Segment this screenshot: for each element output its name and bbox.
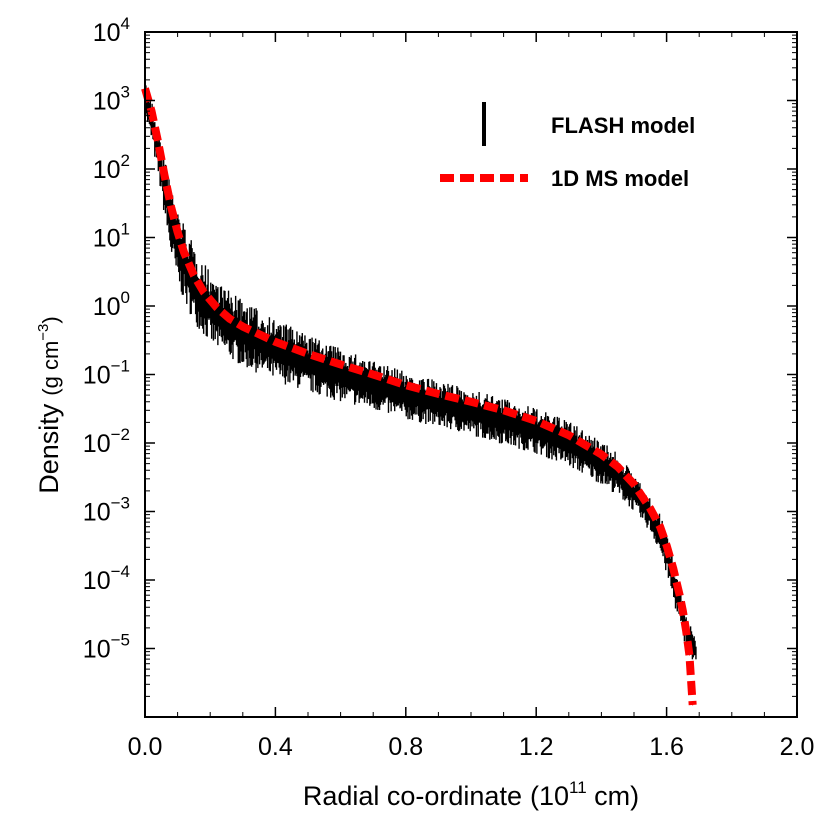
y-tick-label-exp: −1: [111, 357, 130, 376]
x-tick-label: 0.8: [388, 733, 423, 761]
ms-model-point: [685, 630, 687, 632]
ms-model-point: [503, 409, 505, 411]
ms-model-point: [666, 544, 668, 546]
y-tick-label-base: 10: [93, 293, 121, 321]
y-tick-label-exp: −5: [111, 631, 130, 650]
ms-model-point: [682, 610, 684, 612]
x-tick-label: 1.2: [519, 733, 554, 761]
ms-model-point: [535, 420, 537, 422]
ms-model-point: [568, 434, 570, 436]
ms-model-point: [633, 483, 635, 485]
ms-model-point: [216, 307, 218, 309]
y-tick-label-base: 10: [83, 636, 111, 664]
ms-model-point: [193, 274, 195, 276]
legend-ms-label: 1D MS model: [551, 166, 689, 191]
x-tick-label: 0.0: [128, 733, 163, 761]
x-tick-label: 0.4: [258, 733, 293, 761]
x-axis-label-unit-tail: cm): [587, 781, 639, 811]
y-tick-label-base: 10: [93, 225, 121, 253]
y-tick-label: 10−5: [83, 631, 130, 664]
ms-model-point: [600, 453, 602, 455]
ms-model-point: [242, 326, 244, 328]
x-tick-label: 1.6: [649, 733, 684, 761]
ms-model-point: [183, 252, 185, 254]
ms-model-point: [340, 363, 342, 365]
ms-model-series: [141, 87, 697, 706]
ms-model-point: [151, 110, 153, 112]
y-tick-label: 10−2: [83, 425, 130, 458]
y-tick-label-exp: 2: [121, 151, 130, 170]
ms-model-point: [679, 594, 681, 596]
ms-model-point: [164, 175, 166, 177]
ms-model-point: [470, 401, 472, 403]
plot-frame: [144, 31, 798, 718]
ms-model-point: [437, 393, 439, 395]
x-axis-label-unit: (10: [530, 781, 569, 811]
x-axis-label: Radial co-ordinate (1011 cm): [303, 778, 639, 811]
y-tick-label-exp: 4: [121, 14, 130, 33]
ms-model-point: [617, 466, 619, 468]
ms-model-point: [177, 231, 179, 233]
y-tick-label-exp: −4: [111, 562, 130, 581]
y-tick-label: 103: [93, 83, 130, 116]
y-tick-label-base: 10: [83, 567, 111, 595]
ms-model-point: [692, 704, 694, 706]
y-tick-label: 10−3: [83, 494, 130, 527]
ms-model-point: [203, 291, 205, 293]
x-tick-label: 2.0: [780, 733, 815, 761]
y-axis-label-unit-exp: −3: [35, 324, 52, 341]
y-tick-label-base: 10: [83, 430, 111, 458]
x-axis-label-main: Radial co-ordinate: [303, 781, 522, 811]
ms-model-point: [307, 353, 309, 355]
ms-model-point: [170, 206, 172, 208]
legend-flash-label: FLASH model: [551, 113, 695, 138]
y-tick-label-base: 10: [83, 362, 111, 390]
ms-model-line: [141, 87, 697, 706]
y-axis-label: Density (g cm−3): [34, 316, 64, 493]
y-axis-label-unit: (g cm: [38, 341, 63, 396]
y-tick-label-exp: −2: [111, 425, 130, 444]
x-axis-ticks: 0.0 0.4 0.8 1.2 1.6 2.0: [128, 32, 815, 761]
ms-model-point: [672, 567, 674, 569]
y-tick-label: 10−4: [83, 562, 130, 595]
y-tick-label: 100: [93, 288, 130, 321]
ms-model-point: [229, 318, 231, 320]
y-tick-label-base: 10: [93, 88, 121, 116]
y-tick-label-base: 10: [93, 156, 121, 184]
y-tick-label: 104: [93, 14, 130, 47]
ms-model-point: [649, 508, 651, 510]
y-axis-label-main: Density: [34, 403, 64, 494]
ms-model-point: [157, 141, 159, 143]
y-tick-label-exp: 0: [121, 288, 130, 307]
legend: FLASH model 1D MS model: [440, 102, 695, 191]
ms-model-point: [372, 374, 374, 375]
y-axis-label-unit-tail: ): [38, 316, 63, 323]
y-tick-label-exp: 3: [121, 83, 130, 102]
y-tick-label-base: 10: [83, 499, 111, 527]
y-tick-label-base: 10: [93, 19, 121, 47]
x-axis-label-unit-exp: 11: [569, 778, 587, 797]
ms-model-point: [405, 384, 407, 386]
ms-model-point: [688, 654, 690, 656]
y-tick-label-exp: −3: [111, 494, 130, 513]
y-tick-label: 10−1: [83, 357, 130, 390]
ms-model-point: [274, 341, 276, 343]
y-tick-label: 102: [93, 151, 130, 184]
y-tick-label-exp: 1: [121, 220, 130, 239]
y-tick-label: 101: [93, 220, 130, 253]
ms-model-point: [659, 526, 661, 528]
